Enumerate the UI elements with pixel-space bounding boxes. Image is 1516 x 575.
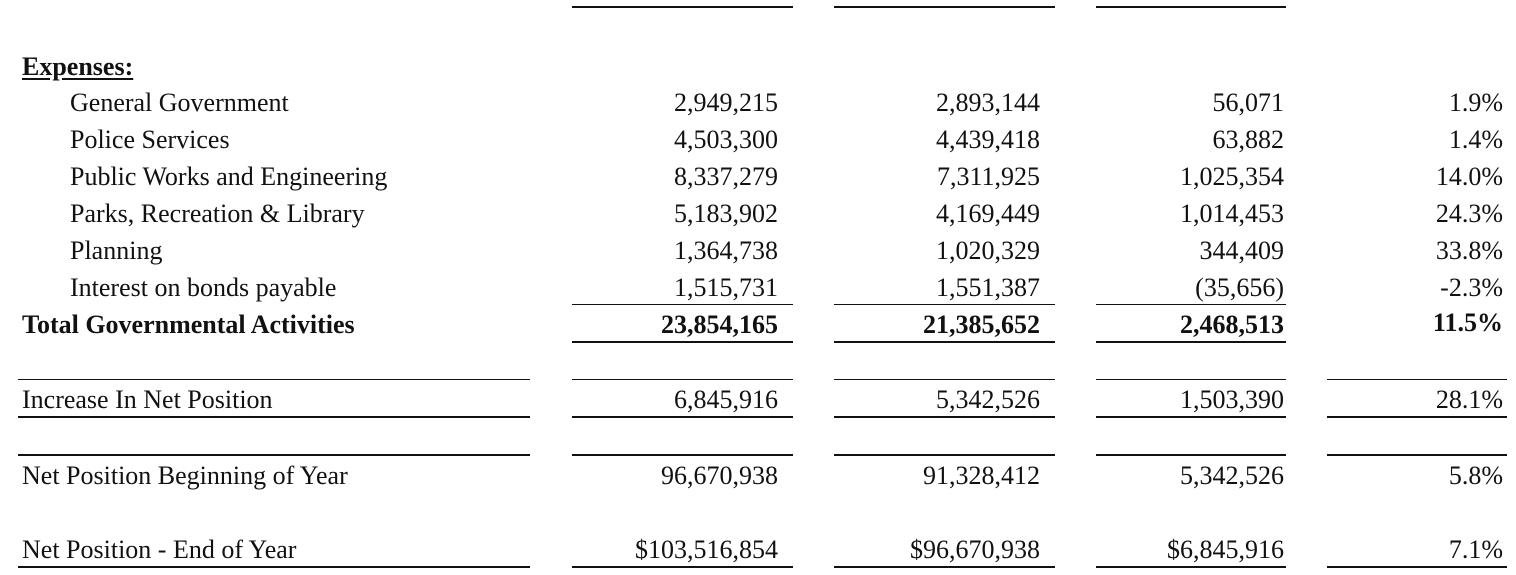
total-rule-col2 bbox=[834, 341, 1055, 343]
end-bottom-rule-col3 bbox=[1096, 566, 1286, 568]
row-label: Public Works and Engineering bbox=[70, 162, 388, 191]
increase-bottom-rule-col2 bbox=[834, 416, 1055, 418]
total-rule-col3 bbox=[1096, 341, 1286, 343]
row-value-col2: 1,551,387 bbox=[936, 273, 1040, 302]
total-label: Total Governmental Activities bbox=[22, 310, 355, 339]
row-value-col3: 1,014,453 bbox=[1180, 199, 1284, 228]
beginning-value-col3: 5,342,526 bbox=[1180, 461, 1284, 490]
total-rule-col1 bbox=[572, 341, 793, 343]
beginning-value-col1: 96,670,938 bbox=[661, 461, 778, 490]
row-value-col2: 4,439,418 bbox=[936, 125, 1040, 154]
row-label: Planning bbox=[70, 236, 163, 265]
row-value-col1: 2,949,215 bbox=[674, 88, 778, 117]
increase-top-rule-col3 bbox=[1096, 379, 1286, 380]
end-bottom-rule-label bbox=[18, 566, 530, 568]
end-bottom-rule-col2 bbox=[834, 566, 1055, 568]
increase-top-rule-col4 bbox=[1327, 379, 1507, 380]
row-label: Interest on bonds payable bbox=[70, 273, 337, 302]
row-label: General Government bbox=[70, 88, 289, 117]
end-value-col1: $103,516,854 bbox=[635, 535, 778, 564]
beginning-top-rule-col4 bbox=[1327, 454, 1507, 456]
row-value-col1: 1,515,731 bbox=[674, 273, 778, 302]
end-value-col2: $96,670,938 bbox=[910, 535, 1040, 564]
row-value-col3: 1,025,354 bbox=[1180, 162, 1284, 191]
beginning-top-rule-col1 bbox=[572, 454, 793, 456]
top-rule-col3 bbox=[1096, 6, 1286, 8]
end-bottom-rule-col4 bbox=[1327, 566, 1507, 568]
subtotal-rule-col3 bbox=[1096, 304, 1286, 305]
beginning-percent: 5.8% bbox=[1448, 461, 1503, 490]
expenses-header: Expenses: bbox=[22, 52, 134, 81]
row-value-col2: 4,169,449 bbox=[936, 199, 1040, 228]
row-percent: 33.8% bbox=[1435, 236, 1503, 265]
increase-top-rule-col2 bbox=[834, 379, 1055, 380]
row-percent: 1.9% bbox=[1448, 88, 1503, 117]
subtotal-rule-col1 bbox=[572, 304, 793, 305]
total-value-col2: 21,385,652 bbox=[923, 310, 1040, 339]
row-label: Police Services bbox=[70, 125, 230, 154]
beginning-top-rule-col2 bbox=[834, 454, 1055, 456]
row-label: Parks, Recreation & Library bbox=[70, 199, 365, 228]
row-value-col2: 1,020,329 bbox=[936, 236, 1040, 265]
beginning-top-rule-label bbox=[18, 454, 530, 456]
beginning-value-col2: 91,328,412 bbox=[923, 461, 1040, 490]
row-percent: 14.0% bbox=[1435, 162, 1503, 191]
total-value-col1: 23,854,165 bbox=[661, 310, 778, 339]
total-value-col3: 2,468,513 bbox=[1180, 310, 1284, 339]
increase-percent: 28.1% bbox=[1435, 385, 1503, 414]
row-value-col1: 5,183,902 bbox=[674, 199, 778, 228]
increase-bottom-rule-col1 bbox=[572, 416, 793, 418]
row-value-col2: 7,311,925 bbox=[936, 162, 1040, 191]
row-value-col1: 4,503,300 bbox=[674, 125, 778, 154]
top-rule-col2 bbox=[834, 6, 1055, 8]
increase-top-rule-col1 bbox=[572, 379, 793, 380]
row-value-col2: 2,893,144 bbox=[936, 88, 1040, 117]
increase-bottom-rule-col4 bbox=[1327, 416, 1507, 418]
beginning-top-rule-col3 bbox=[1096, 454, 1286, 456]
row-percent: 1.4% bbox=[1448, 125, 1503, 154]
row-value-col3: (35,656) bbox=[1195, 273, 1284, 302]
increase-bottom-rule-label bbox=[18, 416, 530, 418]
row-value-col3: 344,409 bbox=[1199, 236, 1285, 265]
row-value-col1: 1,364,738 bbox=[674, 236, 778, 265]
increase-bottom-rule-col3 bbox=[1096, 416, 1286, 418]
increase-top-rule-label bbox=[18, 379, 530, 380]
end-percent: 7.1% bbox=[1448, 535, 1503, 564]
row-percent: 24.3% bbox=[1435, 199, 1503, 228]
subtotal-rule-col2 bbox=[834, 304, 1055, 305]
top-rule-col1 bbox=[572, 6, 793, 8]
increase-value-col3: 1,503,390 bbox=[1180, 385, 1284, 414]
beginning-label: Net Position Beginning of Year bbox=[22, 461, 348, 490]
increase-value-col1: 6,845,916 bbox=[674, 385, 778, 414]
row-percent: -2.3% bbox=[1440, 273, 1503, 302]
row-value-col1: 8,337,279 bbox=[674, 162, 778, 191]
row-value-col3: 56,071 bbox=[1212, 88, 1285, 117]
end-label: Net Position - End of Year bbox=[22, 535, 297, 564]
total-percent: 11.5% bbox=[1432, 308, 1503, 337]
row-value-col3: 63,882 bbox=[1212, 125, 1285, 154]
end-value-col3: $6,845,916 bbox=[1167, 535, 1284, 564]
increase-label: Increase In Net Position bbox=[22, 385, 273, 414]
end-bottom-rule-col1 bbox=[572, 566, 793, 568]
increase-value-col2: 5,342,526 bbox=[936, 385, 1040, 414]
